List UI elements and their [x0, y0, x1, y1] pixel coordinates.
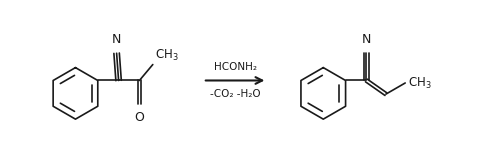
Text: HCONH₂: HCONH₂ [213, 62, 257, 72]
Text: N: N [112, 33, 121, 46]
Text: CH$_3$: CH$_3$ [408, 75, 431, 91]
Text: CH$_3$: CH$_3$ [155, 47, 179, 63]
Text: -CO₂ -H₂O: -CO₂ -H₂O [210, 89, 260, 99]
Text: N: N [362, 33, 371, 46]
Text: O: O [135, 111, 144, 124]
